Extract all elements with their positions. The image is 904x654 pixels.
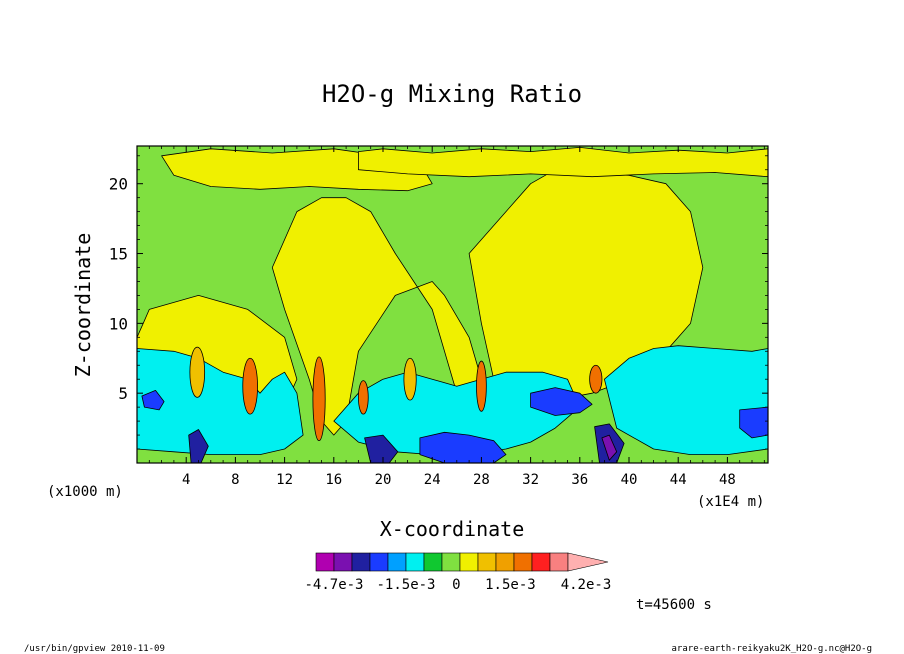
contour-region-4 bbox=[357, 146, 768, 178]
contour-region-13 bbox=[364, 434, 399, 463]
contour-region-8 bbox=[141, 389, 165, 411]
colorbar-swatch bbox=[387, 552, 407, 572]
y-tick-label: 15 bbox=[109, 245, 128, 264]
x-tick-label: 12 bbox=[276, 472, 293, 488]
x-tick-label: 24 bbox=[424, 472, 441, 488]
y-tick-label: 20 bbox=[109, 175, 128, 194]
x-axis-label: X-coordinate bbox=[380, 517, 525, 541]
colorbar-swatch bbox=[351, 552, 371, 572]
x-tick-label: 8 bbox=[231, 472, 239, 488]
contour-region-12 bbox=[188, 429, 209, 463]
colorbar-label: 1.5e-3 bbox=[485, 577, 536, 593]
y-axis-label: Z-coordinate bbox=[71, 233, 95, 378]
x-tick-label: 20 bbox=[375, 472, 392, 488]
x-tick-label: 48 bbox=[719, 472, 736, 488]
colorbar-swatch bbox=[333, 552, 353, 572]
time-label: t=45600 s bbox=[636, 597, 712, 613]
colorbar-swatch bbox=[441, 552, 461, 572]
colorbar-swatch bbox=[369, 552, 389, 572]
chart-title: H2O-g Mixing Ratio bbox=[322, 80, 582, 108]
contour-peak-4 bbox=[358, 380, 369, 415]
contour-region-10 bbox=[739, 406, 768, 439]
contour-region-7 bbox=[604, 345, 768, 456]
colorbar-extend-arrow bbox=[567, 552, 609, 572]
contour-peak-5 bbox=[189, 346, 206, 398]
contour-region-15 bbox=[601, 434, 618, 461]
contour-region-9 bbox=[530, 387, 593, 416]
contour-region-2 bbox=[271, 197, 495, 436]
colorbar-label: 4.2e-3 bbox=[561, 577, 612, 593]
colorbar-label: -4.7e-3 bbox=[304, 577, 363, 593]
colorbar-swatch bbox=[477, 552, 497, 572]
colorbar-swatch bbox=[423, 552, 443, 572]
colorbar-swatch bbox=[459, 552, 479, 572]
y-tick-label: 5 bbox=[118, 384, 128, 403]
colorbar-swatch bbox=[405, 552, 425, 572]
contour-fields bbox=[137, 146, 768, 463]
colorbar-swatch bbox=[513, 552, 533, 572]
x-tick-label: 36 bbox=[571, 472, 588, 488]
x-tick-label: 28 bbox=[473, 472, 490, 488]
contour-peak-1 bbox=[312, 356, 326, 442]
contour-peak-3 bbox=[589, 364, 603, 394]
x-tick-label: 32 bbox=[522, 472, 539, 488]
x-unit-right: (x1E4 m) bbox=[697, 494, 764, 510]
contour-peak-0 bbox=[242, 357, 258, 415]
plot-frame bbox=[136, 145, 769, 464]
x-unit-left: (x1000 m) bbox=[47, 484, 123, 500]
x-tick-label: 4 bbox=[182, 472, 190, 488]
colorbar-swatch bbox=[531, 552, 551, 572]
x-tick-label: 16 bbox=[325, 472, 342, 488]
colorbar-swatch bbox=[315, 552, 335, 572]
colorbar: -4.7e-3 -1.5e-3 0 1.5e-3 4.2e-3 bbox=[304, 552, 612, 593]
x-tick-label: 44 bbox=[670, 472, 687, 488]
contour-peak-6 bbox=[403, 357, 417, 401]
footer-right: arare-earth-reikyaku2K_H2O-g.nc@H2O-g bbox=[672, 644, 872, 654]
colorbar-label: 0 bbox=[452, 577, 460, 593]
colorbar-label: -1.5e-3 bbox=[376, 577, 435, 593]
footer-left: /usr/bin/gpview 2010-11-09 bbox=[24, 644, 165, 654]
colorbar-swatch bbox=[495, 552, 515, 572]
contour-peak-2 bbox=[476, 360, 487, 412]
x-tick-label: 40 bbox=[621, 472, 638, 488]
y-tick-label: 10 bbox=[109, 314, 128, 333]
colorbar-swatch bbox=[549, 552, 569, 572]
